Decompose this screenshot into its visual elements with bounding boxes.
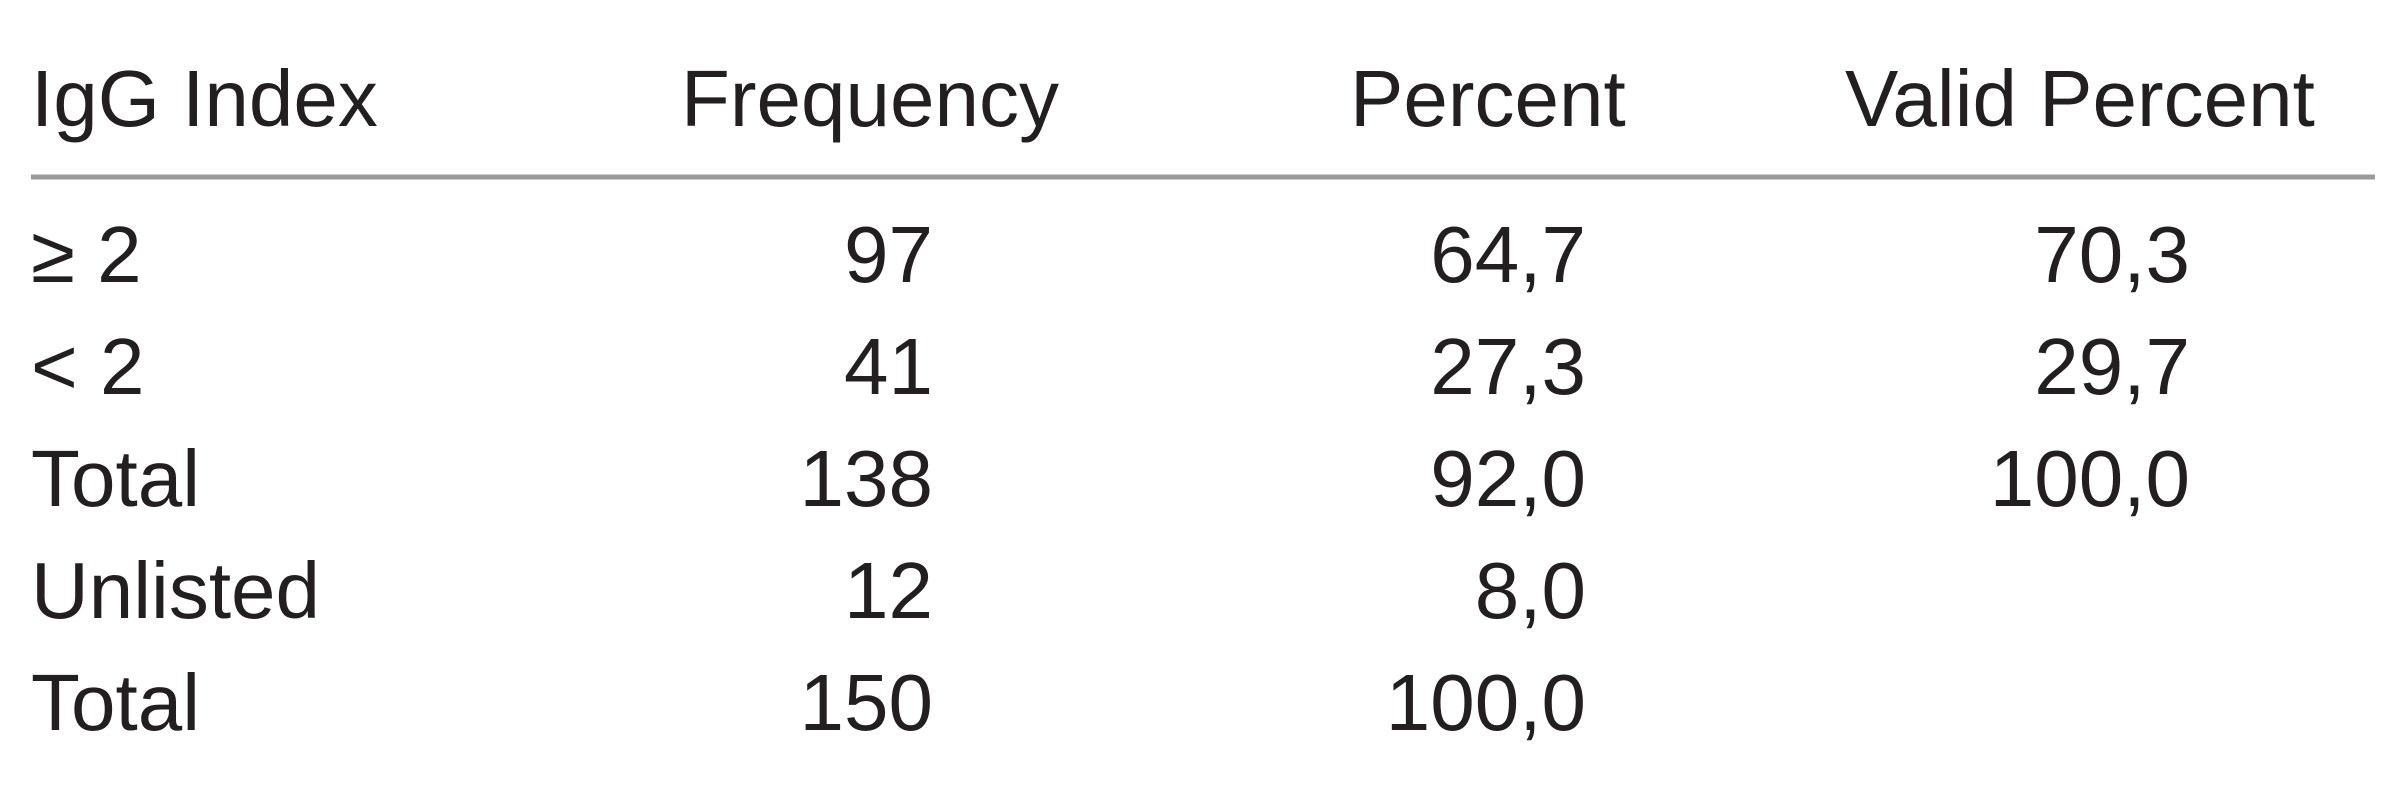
table-cell: 100,0 [1386,658,1586,747]
table-cell: 100,0 [1990,434,2190,523]
column-header: Valid Percent [1845,54,2315,143]
table-cell: 70,3 [2034,210,2190,299]
table-cell: 92,0 [1430,434,1586,523]
row-label: < 2 [31,322,144,411]
table-cell: 12 [844,546,933,635]
row-label: Unlisted [31,546,320,635]
column-header: Frequency [681,54,1059,143]
column-header: Percent [1350,54,1626,143]
table-cell: 41 [844,322,933,411]
table-cell: 29,7 [2034,322,2190,411]
row-label: Total [31,658,200,747]
table-cell: 27,3 [1430,322,1586,411]
table-cell: 138 [800,434,933,523]
table-cell: 97 [844,210,933,299]
row-label: Total [31,434,200,523]
table-cell: 150 [800,658,933,747]
column-header: IgG Index [31,54,378,143]
table-cell: 8,0 [1475,546,1586,635]
row-label: ≥ 2 [31,210,142,299]
table-cell: 64,7 [1430,210,1586,299]
